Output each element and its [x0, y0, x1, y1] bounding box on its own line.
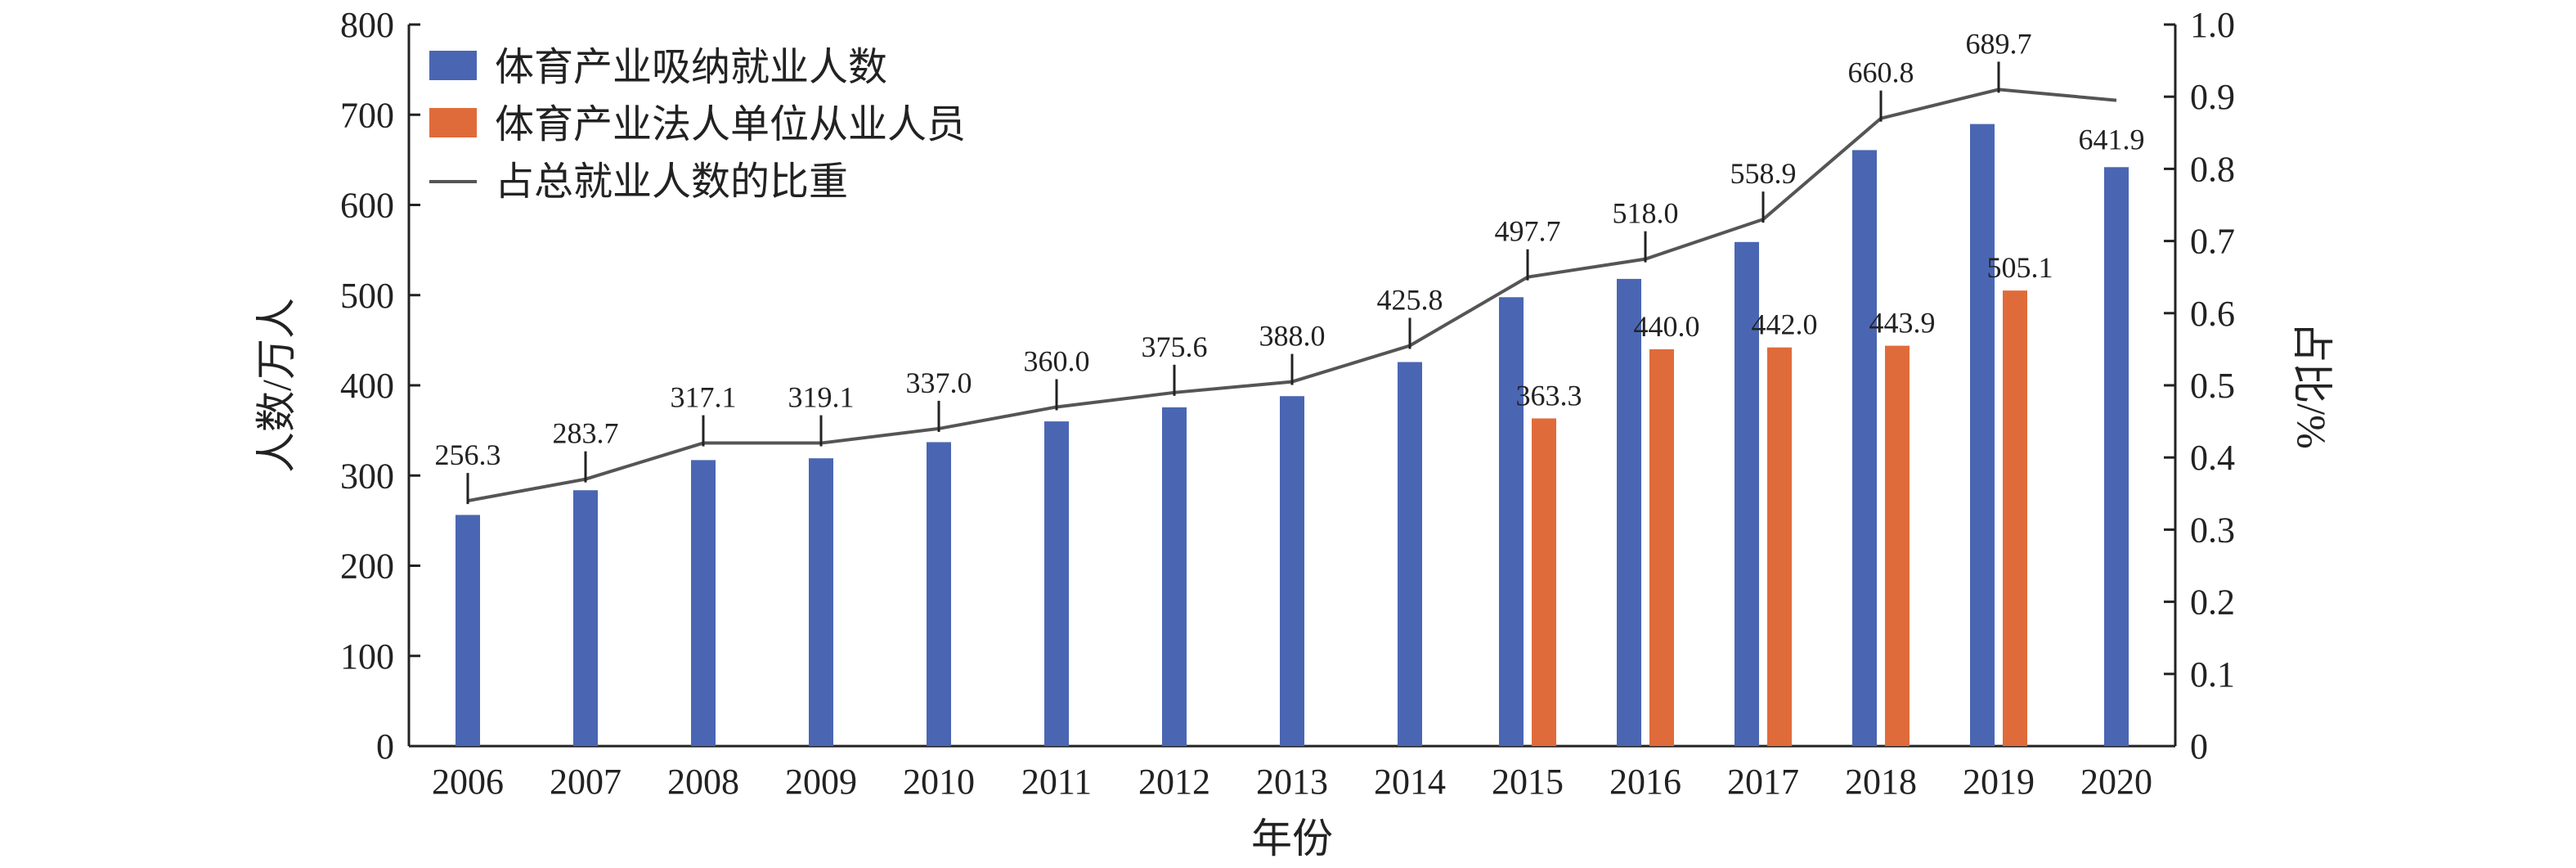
bar-employment	[691, 460, 716, 746]
right-tick-label: 0.4	[2190, 438, 2235, 478]
left-tick-label: 800	[340, 5, 394, 45]
x-axis-title: 年份	[1251, 816, 1333, 861]
bar-employment	[809, 458, 833, 746]
bar-employment	[1162, 407, 1187, 746]
x-tick-label: 2008	[667, 762, 739, 802]
right-tick-label: 0.1	[2190, 654, 2235, 695]
left-tick-label: 300	[340, 456, 394, 496]
bar-legal-entity	[1885, 345, 1910, 746]
data-label-legal-entity: 442.0	[1752, 308, 1818, 341]
bar-employment	[1280, 396, 1304, 746]
x-tick-label: 2018	[1845, 762, 1917, 802]
data-label-employment: 388.0	[1259, 320, 1326, 353]
x-tick-label: 2019	[1963, 762, 2035, 802]
data-label-employment: 337.0	[906, 367, 972, 399]
legend-label: 占总就业人数的比重	[495, 160, 848, 204]
data-label-employment: 319.1	[788, 381, 855, 414]
data-label-employment: 660.8	[1848, 56, 1914, 89]
x-tick-label: 2013	[1256, 762, 1328, 802]
data-label-employment: 689.7	[1966, 27, 2032, 60]
legend-swatch	[429, 51, 477, 80]
bar-employment	[927, 442, 951, 746]
x-tick-label: 2020	[2080, 762, 2152, 802]
right-tick-label: 0.3	[2190, 510, 2235, 550]
bar-employment	[1499, 297, 1524, 746]
data-label-employment: 317.1	[671, 381, 737, 414]
data-label-employment: 518.0	[1613, 197, 1679, 230]
right-tick-label: 1.0	[2190, 5, 2235, 45]
bar-legal-entity	[1767, 347, 1792, 746]
y-axis-title: 人数/万人	[254, 298, 299, 473]
data-label-legal-entity: 440.0	[1634, 310, 1700, 343]
left-tick-label: 100	[340, 636, 394, 677]
bar-employment	[2104, 167, 2129, 747]
data-label-employment: 375.6	[1142, 331, 1208, 363]
x-tick-label: 2012	[1138, 762, 1210, 802]
x-tick-label: 2010	[903, 762, 975, 802]
bar-legal-entity	[1649, 349, 1674, 746]
data-label-employment: 283.7	[553, 417, 619, 450]
x-tick-label: 2009	[785, 762, 857, 802]
right-tick-label: 0.9	[2190, 77, 2235, 117]
right-tick-label: 0.5	[2190, 366, 2235, 406]
bar-employment	[1852, 150, 1877, 746]
left-tick-label: 600	[340, 186, 394, 226]
data-label-employment: 256.3	[435, 438, 501, 471]
legend-label: 体育产业吸纳就业人数	[495, 46, 887, 89]
y-axis-right-title: 占比/%	[2289, 322, 2335, 449]
left-tick-label: 0	[376, 726, 394, 767]
left-tick-label: 500	[340, 276, 394, 316]
right-tick-label: 0.6	[2190, 294, 2235, 334]
bar-employment	[573, 490, 598, 746]
bar-employment	[1735, 241, 1759, 746]
right-tick-label: 0	[2190, 726, 2208, 767]
bar-employment	[1970, 124, 1995, 747]
bars	[456, 124, 2129, 747]
bar-employment	[456, 515, 480, 746]
data-labels: 363.3 440.0 442.0 443.9 505.1 256.3 283.7 317.1…	[435, 27, 2145, 505]
x-tick-label: 2014	[1374, 762, 1446, 802]
bar-legal-entity	[1532, 418, 1556, 746]
data-label-employment: 360.0	[1024, 344, 1090, 377]
axes: 0 100 200 300 400 500 600 700 800 0 0.1 0.2 0.3 0.4 0.…	[254, 5, 2335, 861]
x-tick-label: 2016	[1609, 762, 1681, 802]
legend-swatch	[429, 108, 477, 137]
x-tick-label: 2011	[1021, 762, 1092, 802]
data-label-employment: 425.8	[1377, 283, 1443, 316]
data-label-employment: 641.9	[2079, 123, 2145, 155]
x-tick-label: 2007	[550, 762, 622, 802]
bar-employment	[1398, 362, 1422, 746]
data-label-legal-entity: 443.9	[1869, 307, 1936, 340]
data-label-legal-entity: 505.1	[1987, 251, 2053, 284]
bar-employment	[1617, 278, 1641, 746]
x-tick-label: 2017	[1727, 762, 1799, 802]
data-label-legal-entity: 363.3	[1516, 379, 1582, 412]
legend-label: 体育产业法人单位从业人员	[495, 103, 966, 146]
data-label-employment: 558.9	[1730, 157, 1797, 190]
right-tick-label: 0.2	[2190, 582, 2235, 623]
right-tick-label: 0.7	[2190, 222, 2235, 262]
right-tick-label: 0.8	[2190, 149, 2235, 189]
data-label-employment: 497.7	[1495, 215, 1561, 248]
left-tick-label: 700	[340, 95, 394, 135]
x-tick-label: 2006	[432, 762, 504, 802]
left-tick-label: 200	[340, 546, 394, 587]
bar-legal-entity	[2003, 290, 2027, 746]
bar-employment	[1044, 421, 1069, 746]
left-tick-label: 400	[340, 366, 394, 406]
x-tick-label: 2015	[1492, 762, 1564, 802]
